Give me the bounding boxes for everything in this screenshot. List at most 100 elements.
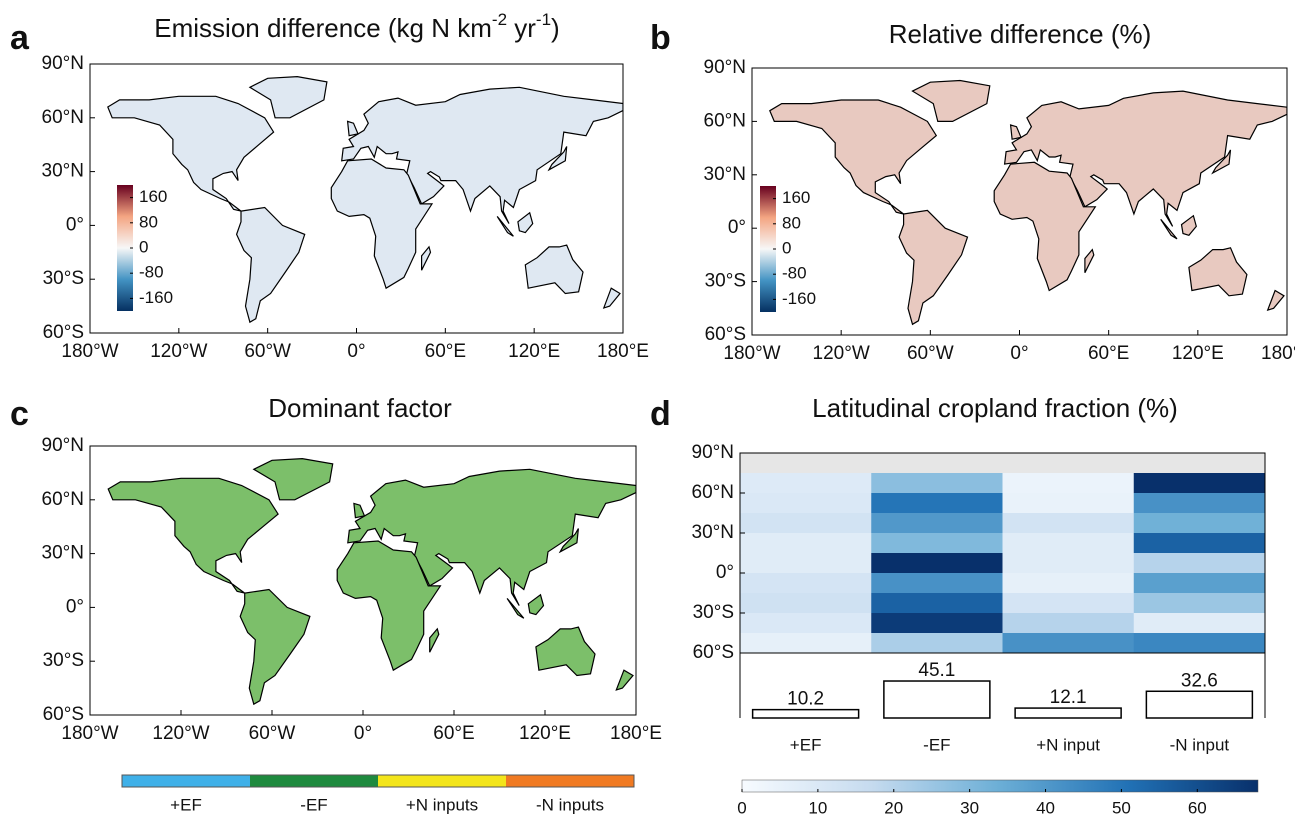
land — [107, 75, 623, 324]
y-tick-label: 30°S — [705, 271, 746, 292]
x-tick-label: 180°W — [723, 343, 780, 364]
continent — [1003, 90, 1287, 227]
bar — [1145, 690, 1254, 719]
heatmap-cell — [740, 613, 872, 634]
colorbar-label: 160 — [782, 188, 810, 207]
category-label: -EF — [923, 735, 950, 754]
continent — [353, 502, 366, 519]
continent — [496, 216, 514, 237]
bar-value-label: 45.1 — [918, 660, 955, 681]
continent — [1211, 149, 1232, 175]
bar — [883, 680, 991, 719]
colorbar-label: 20 — [884, 798, 903, 817]
y-tick-label: 0° — [66, 596, 84, 617]
continent — [527, 593, 545, 616]
panel-letter: d — [650, 395, 671, 433]
panel-title: Latitudinal cropland fraction (%) — [812, 393, 1178, 423]
bar — [1014, 707, 1122, 719]
continent — [769, 99, 938, 215]
x-tick-label: 60°E — [1088, 343, 1129, 364]
colorbar-label: 0 — [737, 798, 746, 817]
bar-value-label: 10.2 — [787, 689, 824, 710]
continent — [615, 669, 634, 691]
continent — [506, 598, 525, 619]
continent — [1266, 289, 1285, 312]
continent — [993, 161, 1097, 292]
colorbar-label: 50 — [1112, 798, 1131, 817]
title-part: -1 — [536, 10, 551, 29]
x-tick-label: 180°W — [61, 341, 118, 362]
heatmap-cell — [871, 493, 1003, 514]
y-tick-label: 30°N — [704, 164, 746, 185]
title-part: Emission difference (kg N km — [154, 13, 492, 43]
heatmap-cell — [1002, 473, 1135, 494]
heatmap-frame — [739, 452, 1266, 654]
y-tick-label: 60°N — [704, 110, 746, 131]
heatmap-cell — [1133, 533, 1266, 554]
continent — [235, 206, 306, 324]
x-tick-label: 180°E — [1261, 343, 1295, 364]
y-tick-label: 60°S — [43, 322, 84, 343]
x-tick-label: 120°E — [519, 723, 571, 744]
continent — [239, 588, 311, 706]
heatmap-cell — [871, 593, 1003, 614]
legend-label: +EF — [170, 795, 202, 814]
continent — [1084, 248, 1095, 273]
bar-value-label: 12.1 — [1050, 687, 1087, 708]
continent — [330, 158, 434, 290]
heatmap-cell — [1002, 513, 1135, 534]
land — [769, 79, 1287, 326]
y-tick-label: 0° — [728, 217, 746, 238]
x-tick-label: 60°W — [244, 341, 291, 362]
y-tick-label: 0° — [716, 562, 734, 583]
title-part: yr — [507, 13, 536, 43]
heatmap-cell — [1133, 513, 1266, 534]
heatmap-cell — [1133, 573, 1266, 594]
heatmap-cell — [1002, 553, 1135, 574]
colorbar — [760, 186, 776, 312]
legend-swatch — [506, 775, 634, 787]
heatmap-cell — [1133, 593, 1266, 614]
continent — [1180, 214, 1197, 236]
y-tick-label: 30°N — [42, 161, 84, 182]
colorbar — [741, 779, 1259, 793]
heatmap-cell — [1002, 593, 1135, 614]
y-tick-label: 90°N — [42, 435, 84, 456]
heatmap-cell — [871, 533, 1003, 554]
y-tick-label: 30°S — [43, 268, 84, 289]
heatmap-cell — [740, 473, 872, 494]
heatmap-cell — [871, 633, 1003, 654]
category-label: +EF — [790, 735, 822, 754]
legend-swatch — [122, 775, 250, 787]
x-tick-label: 180°E — [610, 723, 662, 744]
x-tick-label: 120°E — [1172, 343, 1224, 364]
title-part: -2 — [492, 10, 507, 29]
legend-frame — [121, 774, 635, 788]
heatmap-cell — [1002, 633, 1135, 654]
colorbar — [117, 185, 133, 311]
legend-swatch — [378, 775, 506, 787]
x-tick-label: 60°W — [907, 343, 954, 364]
continent — [558, 528, 579, 554]
y-tick-label: 60°N — [42, 489, 84, 510]
legend-swatch — [250, 775, 378, 787]
x-tick-label: 120°W — [152, 723, 209, 744]
continent — [252, 457, 334, 501]
title-part: ) — [551, 13, 560, 43]
heatmap-cell — [740, 533, 872, 554]
colorbar-label: -80 — [139, 263, 164, 282]
heatmap-cell — [871, 473, 1003, 494]
colorbar-label: 10 — [808, 798, 827, 817]
panel-letter: a — [10, 19, 30, 57]
heatmap-cell — [1133, 613, 1266, 634]
legend-label: -EF — [300, 795, 327, 814]
continent — [336, 540, 442, 672]
heatmap-cell — [871, 513, 1003, 534]
heatmap-cell — [740, 553, 872, 574]
continent — [547, 146, 568, 172]
heatmap-cell — [871, 553, 1003, 574]
colorbar-label: 40 — [1036, 798, 1055, 817]
panel-letter: b — [650, 19, 671, 57]
x-tick-label: 60°W — [249, 723, 296, 744]
